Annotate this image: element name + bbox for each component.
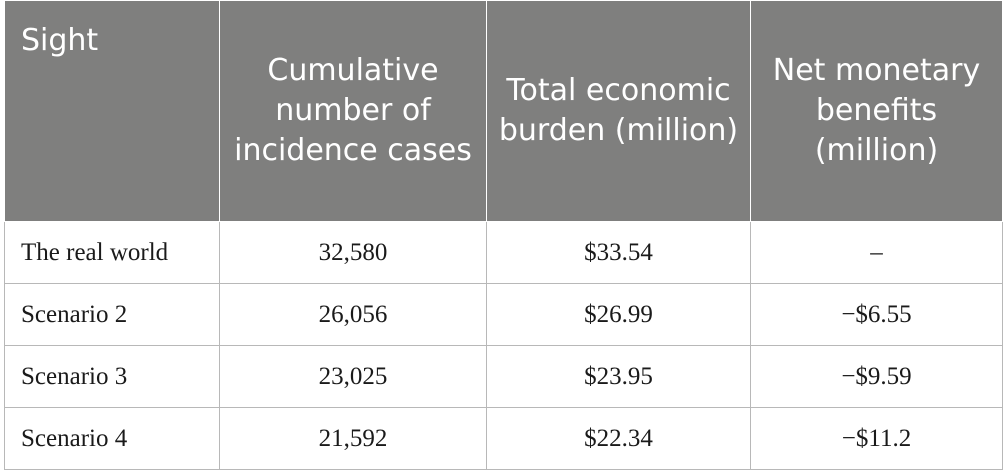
cell-net-monetary-benefits: – xyxy=(750,221,1003,284)
cell-cumulative-cases: 26,056 xyxy=(219,283,487,346)
table-row: Scenario 3 23,025 $23.95 −$9.59 xyxy=(4,345,1003,408)
results-table: Sight Cumulative number of incidence cas… xyxy=(4,0,1003,470)
cell-net-monetary-benefits: −$9.59 xyxy=(750,345,1003,408)
table-row: The real world 32,580 $33.54 – xyxy=(4,221,1003,284)
cell-sight: The real world xyxy=(4,221,220,284)
cell-total-economic-burden: $26.99 xyxy=(486,283,751,346)
cell-cumulative-cases: 32,580 xyxy=(219,221,487,284)
cell-cumulative-cases: 21,592 xyxy=(219,407,487,470)
header-sight: Sight xyxy=(4,0,220,222)
header-total-economic-burden: Total economic burden (million) xyxy=(486,0,751,222)
header-net-monetary-benefits: Net monetary benefits (million) xyxy=(750,0,1003,222)
cell-net-monetary-benefits: −$6.55 xyxy=(750,283,1003,346)
cell-total-economic-burden: $22.34 xyxy=(486,407,751,470)
cell-total-economic-burden: $33.54 xyxy=(486,221,751,284)
cell-cumulative-cases: 23,025 xyxy=(219,345,487,408)
cell-sight: Scenario 4 xyxy=(4,407,220,470)
cell-net-monetary-benefits: −$11.2 xyxy=(750,407,1003,470)
header-cumulative-cases: Cumulative number of incidence cases xyxy=(219,0,487,222)
cell-sight: Scenario 3 xyxy=(4,345,220,408)
table-row: Scenario 2 26,056 $26.99 −$6.55 xyxy=(4,283,1003,346)
table-row: Scenario 4 21,592 $22.34 −$11.2 xyxy=(4,407,1003,470)
header-row: Sight Cumulative number of incidence cas… xyxy=(4,0,1003,222)
cell-total-economic-burden: $23.95 xyxy=(486,345,751,408)
cell-sight: Scenario 2 xyxy=(4,283,220,346)
